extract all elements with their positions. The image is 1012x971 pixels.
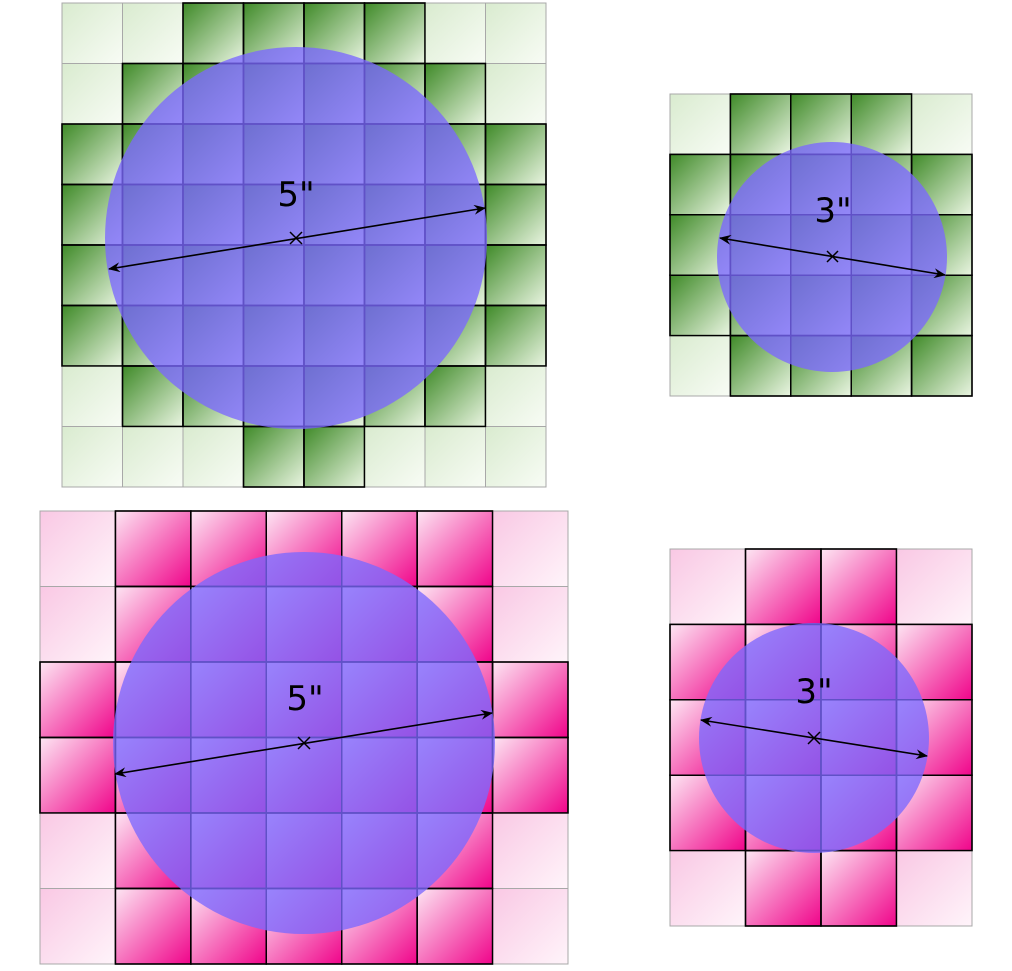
tile-covered — [491, 736, 569, 814]
tile-covered — [491, 661, 569, 739]
panel-pink-5in: 5" — [39, 510, 569, 965]
tile-covered — [182, 2, 245, 65]
tile-uncovered — [485, 365, 547, 427]
tile-covered — [820, 849, 898, 927]
tile-uncovered — [669, 548, 746, 625]
tile-uncovered — [61, 2, 123, 64]
tile-uncovered — [911, 93, 973, 155]
tile-covered — [820, 548, 898, 626]
tile-covered — [61, 304, 124, 367]
tile-covered — [484, 123, 547, 186]
center-mark — [826, 250, 839, 263]
diameter-label: 3" — [795, 672, 832, 712]
tile-covered — [416, 887, 494, 965]
tile-uncovered — [485, 2, 547, 64]
tile-uncovered — [669, 93, 731, 155]
center-mark — [289, 231, 303, 245]
panel-green-3in: 3" — [669, 93, 973, 397]
tile-covered — [39, 661, 117, 739]
tile-covered — [424, 365, 487, 428]
tile-uncovered — [182, 426, 244, 488]
diameter-label: 5" — [286, 679, 323, 719]
tile-border — [820, 849, 898, 927]
tile-uncovered — [39, 510, 116, 587]
tile-uncovered — [61, 365, 123, 427]
tile-border — [484, 304, 547, 367]
tile-uncovered — [492, 586, 569, 663]
panel-pink-3in: 3" — [669, 548, 973, 927]
tile-uncovered — [39, 888, 116, 965]
tile-covered — [39, 736, 117, 814]
tile-uncovered — [485, 63, 547, 125]
tile-uncovered — [122, 2, 184, 64]
tile-uncovered — [492, 510, 569, 587]
tile-border — [416, 887, 494, 965]
tile-covered — [303, 425, 366, 488]
tile-covered — [850, 93, 913, 156]
center-mark — [297, 736, 311, 750]
tile-uncovered — [61, 63, 123, 125]
tile-uncovered — [424, 426, 486, 488]
tile-covered — [484, 244, 547, 307]
tile-uncovered — [896, 850, 973, 927]
tile-uncovered — [122, 426, 184, 488]
tile-uncovered — [39, 812, 116, 889]
tile-border — [424, 365, 487, 428]
tile-covered — [114, 887, 192, 965]
diameter-label: 5" — [277, 175, 314, 215]
tile-uncovered — [39, 586, 116, 663]
tile-border — [910, 334, 973, 397]
tile-covered — [363, 2, 426, 65]
panel-green-5in: 5" — [61, 2, 547, 488]
tile-covered — [669, 153, 732, 216]
tile-uncovered — [424, 2, 486, 64]
tile-uncovered — [492, 812, 569, 889]
tile-uncovered — [669, 335, 731, 397]
tile-uncovered — [896, 548, 973, 625]
tile-covered — [242, 425, 305, 488]
tile-uncovered — [669, 850, 746, 927]
tile-uncovered — [485, 426, 547, 488]
tile-covered — [910, 334, 973, 397]
tile-covered — [416, 510, 494, 588]
tile-uncovered — [492, 888, 569, 965]
tile-covered — [484, 183, 547, 246]
center-mark — [807, 731, 821, 745]
tile-uncovered — [364, 426, 426, 488]
diameter-label: 3" — [814, 191, 851, 231]
tile-border — [303, 425, 366, 488]
tile-uncovered — [61, 426, 123, 488]
tile-covered — [729, 93, 792, 156]
tile-covered — [744, 548, 822, 626]
tile-covered — [61, 123, 124, 186]
tile-covered — [484, 304, 547, 367]
tile-covered — [114, 510, 192, 588]
tile-covered — [744, 849, 822, 927]
